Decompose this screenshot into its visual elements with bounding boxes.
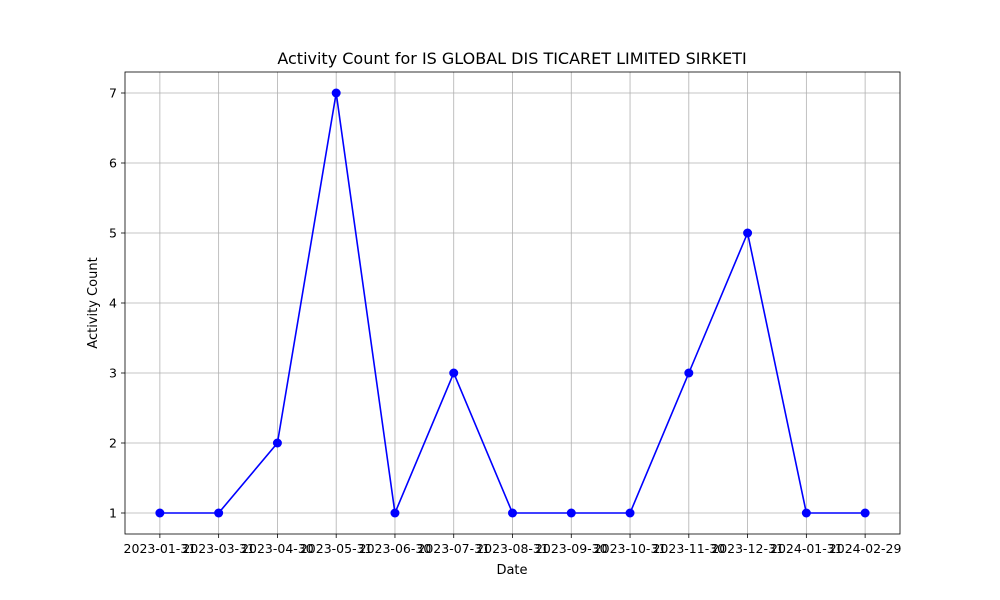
chart-title: Activity Count for IS GLOBAL DIS TICARET… <box>277 49 746 68</box>
x-tick-label: 2023-04-30 <box>241 541 314 556</box>
x-tick-label: 2023-07-31 <box>417 541 490 556</box>
data-point <box>272 438 282 448</box>
plot-frame <box>124 71 901 535</box>
axes <box>121 71 901 538</box>
x-tick-label: 2023-03-31 <box>182 541 255 556</box>
y-tick-label: 6 <box>109 156 117 171</box>
y-tick-label: 4 <box>109 296 117 311</box>
y-tick-labels: 1 2 3 4 5 6 7 <box>109 86 117 521</box>
data-point <box>508 508 517 518</box>
data-point <box>625 508 635 518</box>
x-tick-label: 2023-12-31 <box>711 541 784 556</box>
data-point <box>331 88 341 98</box>
y-tick-label: 1 <box>109 506 117 521</box>
data-point <box>214 508 224 518</box>
x-tick-label: 2023-05-31 <box>300 541 373 556</box>
y-tick-label: 7 <box>109 86 117 101</box>
x-tick-label: 2024-02-29 <box>829 541 902 556</box>
y-tick-label: 5 <box>109 226 117 241</box>
x-tick-label: 2023-06-30 <box>359 541 432 556</box>
data-point <box>449 368 459 378</box>
x-tick-label: 2023-01-31 <box>124 541 197 556</box>
y-tick-label: 3 <box>109 366 117 381</box>
x-tick-label: 2023-10-31 <box>594 541 667 556</box>
data-point <box>860 508 870 518</box>
y-tick-label: 2 <box>109 436 117 451</box>
data-point <box>684 368 694 378</box>
data-points <box>155 88 870 518</box>
grid <box>125 72 900 534</box>
x-tick-label: 2023-09-30 <box>535 541 608 556</box>
x-tick-label: 2024-01-31 <box>770 541 843 556</box>
data-point <box>155 508 165 518</box>
x-tick-labels: 2023-01-312023-03-312023-04-302023-05-31… <box>124 541 902 556</box>
x-tick-label: 2023-08-31 <box>476 541 549 556</box>
x-axis-label: Date <box>496 563 527 578</box>
x-tick-label: 2023-11-30 <box>652 541 725 556</box>
data-point <box>566 508 576 518</box>
data-point <box>801 508 811 518</box>
data-point <box>743 228 753 238</box>
y-axis-label: Activity Count <box>86 257 101 348</box>
data-point <box>390 508 400 518</box>
